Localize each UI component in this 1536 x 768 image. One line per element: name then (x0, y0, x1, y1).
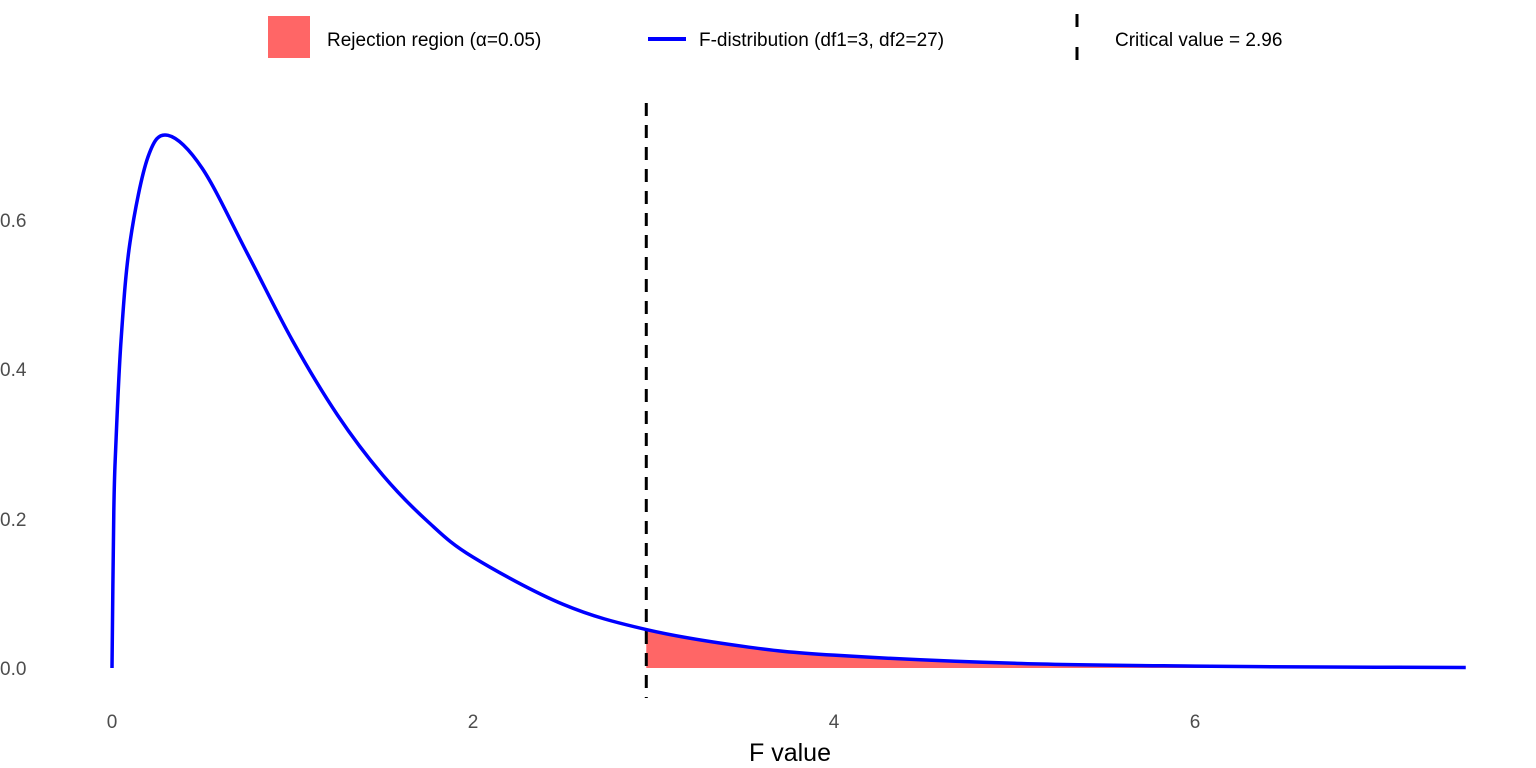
y-tick-labels: 0.0 0.2 0.4 0.6 (0, 211, 27, 680)
plot-area (110, 103, 1466, 698)
legend: Rejection region (α=0.05) F-distribution… (268, 14, 1282, 60)
y-tick-label: 0.4 (0, 360, 27, 381)
x-axis-title: F value (749, 739, 831, 767)
y-tick-label: 0.6 (0, 211, 26, 232)
legend-label-rejection-region: Rejection region (α=0.05) (327, 30, 541, 51)
x-tick-label: 6 (1190, 712, 1201, 733)
x-tick-label: 2 (468, 712, 479, 733)
x-tick-label: 0 (107, 712, 118, 733)
rejection-region-area (646, 629, 1466, 668)
legend-label-critical-value: Critical value = 2.96 (1115, 30, 1282, 51)
y-tick-label: 0.0 (0, 659, 26, 680)
legend-swatch-rejection-region (268, 16, 310, 58)
y-tick-label: 0.2 (0, 510, 26, 531)
x-tick-labels: 0 2 4 6 (107, 712, 1201, 733)
legend-label-f-distribution: F-distribution (df1=3, df2=27) (699, 30, 944, 51)
x-tick-label: 4 (829, 712, 840, 733)
f-distribution-curve (110, 133, 1466, 670)
